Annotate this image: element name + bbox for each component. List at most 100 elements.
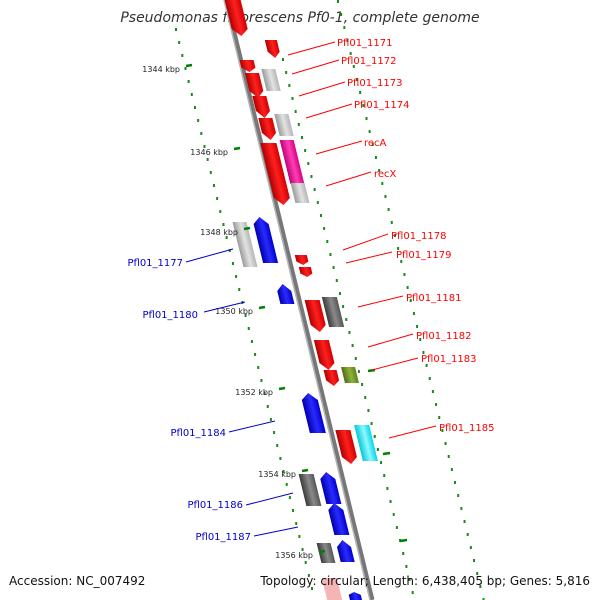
gene-pfl01-1182b [323,370,340,386]
gene-tail-blue [348,592,362,600]
guide-dot [285,483,288,486]
guide-dot [364,396,367,399]
guide-dot [282,58,284,61]
guide-dot [301,548,304,551]
guide-dot [373,435,376,438]
leader-line [325,171,372,187]
gene-label-right: Pfl01_1179 [396,250,452,261]
guide-dot [361,383,364,386]
guide-dot [365,117,368,120]
gene-label-right: Pfl01_1174 [354,100,410,111]
guide-dot [469,546,472,549]
gene-label-left: Pfl01_1177 [127,258,183,269]
guide-dot [238,288,241,291]
gene-pfl01-1173 [261,69,281,91]
tick-label: 1352 kbp [235,388,273,397]
leader-line [298,81,346,97]
gene-label-right: Pfl01_1182 [416,331,472,342]
guide-dot [222,223,225,226]
leader-line [342,233,389,251]
dotted-guides [175,0,485,600]
guide-dot [212,184,215,187]
gene-label-left: Pfl01_1186 [187,500,243,511]
guide-dot [343,26,346,29]
guide-dot [291,97,294,100]
guide-dot [412,312,415,315]
guide-dot [405,565,408,568]
guide-dot [279,457,282,460]
guide-dot [441,429,444,432]
guide-dot [473,559,476,562]
gene-label-right: Pfl01_1172 [341,56,397,67]
guide-dot [190,93,193,96]
gene-tail-pink [321,578,343,600]
guide-dot [254,353,257,356]
gene-pfl01-1172 [239,60,256,72]
guide-dot [386,487,389,490]
guide-dot [304,149,307,152]
guide-dot [294,110,297,113]
guide-dot [428,377,431,380]
tick-mark [233,146,241,151]
guide-dot [340,13,343,16]
guide-dot [479,585,482,588]
guide-dot [316,201,319,204]
gene-pfl01-1181-dark [321,297,345,327]
guide-dot [263,392,266,395]
guide-dot [244,314,247,317]
gene-pfl01-1181 [304,300,326,332]
guide-dot [345,318,348,321]
gene-pfl01-1175 [252,96,270,118]
tick-label: 1346 kbp [190,148,228,157]
gene-label-right: Pfl01_1185 [439,423,495,434]
guide-dot [393,234,396,237]
gene-label-right: Pfl01_1183 [421,354,477,365]
guide-dot [332,266,335,269]
genome-backbone-highlight [223,0,371,600]
guide-dot [200,132,203,135]
guide-dot [419,338,422,341]
guide-dot [216,197,219,200]
guide-dot [337,0,339,3]
gene-features [224,0,378,600]
guide-dot [288,496,291,499]
guide-dot [269,418,272,421]
leader-line [287,41,336,56]
gene-pfl01-1188-dark [316,543,336,563]
leader-line [245,492,294,506]
leader-line [305,103,353,119]
guide-dot [450,468,453,471]
gene-labels: Pfl01_1171 Pfl01_1172 Pfl01_1173 Pfl01_1174… [127,38,494,543]
genome-stats-text: Topology: circular; Length: 6,438,405 bp… [260,574,590,588]
guide-dot [376,448,379,451]
guide-dot [384,195,387,198]
gene-pfl01-1180 [277,284,295,304]
gene-label-right: Pfl01_1171 [337,38,393,49]
leader-line [315,140,363,155]
gene-pfl01-1182 [313,340,335,370]
gene-pfl01-1186 [320,472,342,504]
genome-backbone [223,0,375,600]
guide-dot [390,221,393,224]
guide-dot [203,145,206,148]
guide-dot [307,574,310,577]
guide-dot [209,171,212,174]
guide-dot [367,409,370,412]
leader-line [253,526,299,537]
gene-label-left: Pfl01_1184 [170,428,226,439]
guide-dot [403,273,406,276]
guide-dot [476,572,479,575]
tick-label: 1356 kbp [275,551,313,560]
guide-dot [389,500,392,503]
guide-dot [304,561,307,564]
gene-label-right: recX [374,169,397,180]
guide-dot [219,210,222,213]
guide-dot [402,552,405,555]
gene-pfl01-1177 [253,217,279,263]
guide-dot [457,494,460,497]
guide-dot [374,156,377,159]
gene-pfl01-1183 [341,367,359,383]
gene-pfl01-1178 [294,255,309,265]
guide-dot [370,422,373,425]
guide-dot [444,442,447,445]
